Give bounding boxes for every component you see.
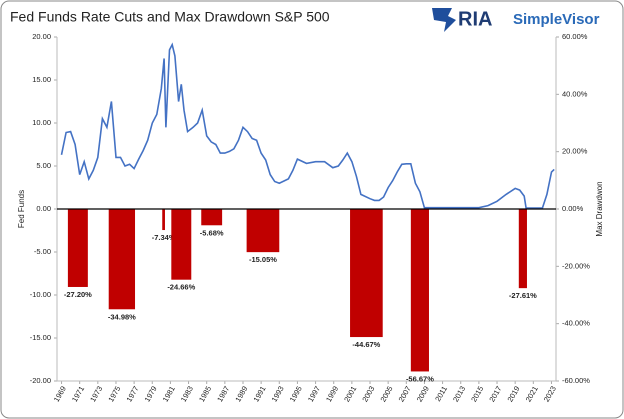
y2-tick-label: -40.00% bbox=[562, 319, 590, 328]
logo-icon bbox=[432, 8, 456, 32]
bar bbox=[67, 209, 88, 287]
line bbox=[60, 42, 555, 209]
y-tick-label: 20.00 bbox=[32, 32, 51, 41]
y2-tick-label: 60.00% bbox=[562, 32, 588, 41]
bar bbox=[410, 209, 429, 372]
y2-tick-label: -20.00% bbox=[562, 261, 590, 270]
y-tick-label: -5.00 bbox=[34, 247, 51, 256]
y-tick-label: 15.00 bbox=[32, 75, 51, 84]
data-label: -44.67% bbox=[352, 340, 380, 349]
y-tick-label: 0.00 bbox=[36, 204, 51, 213]
bar bbox=[246, 209, 280, 253]
logo-brand: RIA bbox=[458, 8, 492, 30]
y-tick-label: 10.00 bbox=[32, 118, 51, 127]
y2-tick-label: 0.00% bbox=[562, 204, 584, 213]
y2-tick-label: 20.00% bbox=[562, 147, 588, 156]
logo-product: SimpleVisor bbox=[513, 11, 600, 28]
y2-tick-label: 40.00% bbox=[562, 89, 588, 98]
data-label: -27.20% bbox=[64, 290, 92, 299]
data-label: -56.67% bbox=[406, 374, 434, 383]
logo: RIA SimpleVisor bbox=[432, 8, 600, 32]
chart-title: Fed Funds Rate Cuts and Max Drawdown S&P… bbox=[10, 9, 330, 25]
bar bbox=[108, 209, 136, 310]
data-label: -5.68% bbox=[200, 228, 224, 237]
bar bbox=[171, 209, 192, 280]
data-label: -34.98% bbox=[108, 312, 136, 321]
y-tick-label: -10.00 bbox=[30, 290, 51, 299]
y-axis-label: Fed Funds bbox=[17, 190, 26, 228]
bar bbox=[201, 209, 223, 226]
y-tick-label: 5.00 bbox=[36, 161, 51, 170]
data-label: -15.05% bbox=[249, 255, 277, 264]
y-tick-label: -15.00 bbox=[30, 333, 51, 342]
bar bbox=[350, 209, 383, 338]
data-label: -7.34% bbox=[152, 233, 176, 242]
y2-tick-label: -60.00% bbox=[562, 376, 590, 385]
data-label: -27.61% bbox=[509, 291, 537, 300]
data-label: -24.66% bbox=[167, 283, 195, 292]
bar bbox=[518, 209, 527, 289]
y2-axis-label: Max Drawdwon bbox=[595, 181, 604, 236]
bar bbox=[162, 209, 165, 231]
y-tick-label: -20.00 bbox=[30, 376, 51, 385]
